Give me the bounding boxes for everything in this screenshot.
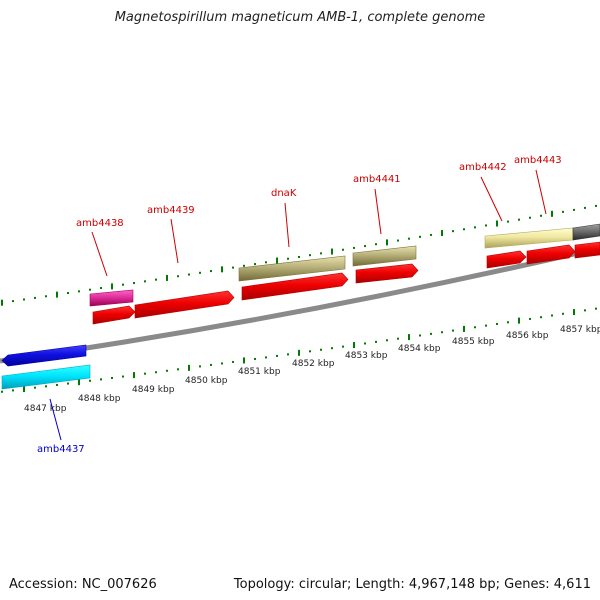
leader-line: [374, 188, 382, 235]
leader-line: [91, 231, 108, 277]
scale-label: 4857 kbp: [560, 325, 600, 335]
gene-label-amb4437[interactable]: amb4437: [37, 444, 85, 455]
map-title: Magnetospirillum magneticum AMB-1, compl…: [114, 10, 486, 25]
accession-text: Accession: NC_007626: [9, 577, 157, 592]
gene-label-amb4443[interactable]: amb4443: [514, 155, 562, 166]
next-cds-feature[interactable]: [574, 241, 600, 259]
amb4443-cds-feature[interactable]: [526, 244, 576, 265]
scale-label: 4855 kbp: [452, 337, 495, 347]
scale-label: 4856 kbp: [506, 331, 549, 341]
leader-line: [284, 202, 290, 248]
gene-label-dnak[interactable]: dnaK: [271, 188, 297, 199]
gene-label-amb4442[interactable]: amb4442: [459, 162, 507, 173]
leader-line: [535, 169, 547, 215]
dnaK-cds-feature[interactable]: [241, 272, 349, 301]
amb4437-gene-feature[interactable]: [1, 344, 87, 367]
amb4441-gene-feature[interactable]: [352, 245, 417, 267]
scale-label: 4850 kbp: [185, 376, 228, 386]
scale-label: 4853 kbp: [345, 351, 388, 361]
dnaK-gene-feature[interactable]: [238, 255, 346, 282]
gene-label-amb4441[interactable]: amb4441: [353, 174, 401, 185]
scale-label: 4848 kbp: [78, 394, 121, 404]
feature-track: [1, 223, 600, 390]
amb4442-gene-feature[interactable]: [484, 227, 574, 249]
gene-label-amb4438[interactable]: amb4438: [76, 218, 124, 229]
scale-label: 4847 kbp: [24, 404, 67, 414]
scale-label: 4852 kbp: [292, 359, 335, 369]
leader-line: [170, 218, 179, 264]
leader-line: [49, 398, 62, 441]
amb4438-cds-feature[interactable]: [92, 305, 136, 325]
gene-label-amb4439[interactable]: amb4439: [147, 205, 195, 216]
scale-label: 4851 kbp: [238, 367, 281, 377]
amb4442-cds-feature[interactable]: [486, 250, 527, 269]
gene-labels: amb4437 amb4438 amb4439 dnaK amb4441 amb4442 a…: [37, 155, 562, 455]
genome-summary-text: Topology: circular; Length: 4,967,148 bp…: [233, 577, 591, 592]
amb4441-cds-feature[interactable]: [355, 263, 419, 284]
amb4439-cds-feature[interactable]: [134, 290, 235, 319]
scale-label: 4854 kbp: [398, 344, 441, 354]
next-gene-feature[interactable]: [572, 223, 600, 241]
amb4437-cds-feature[interactable]: [1, 364, 91, 390]
outer-tick-track: [1, 204, 597, 306]
inner-tick-track: [1, 307, 597, 393]
label-leader-lines: [49, 169, 547, 441]
scale-labels: 4847 kbp 4848 kbp 4849 kbp 4850 kbp 4851 kbp…: [24, 325, 600, 414]
amb4438-gene-feature[interactable]: [89, 289, 134, 307]
scale-label: 4849 kbp: [132, 385, 175, 395]
leader-line: [480, 176, 503, 222]
